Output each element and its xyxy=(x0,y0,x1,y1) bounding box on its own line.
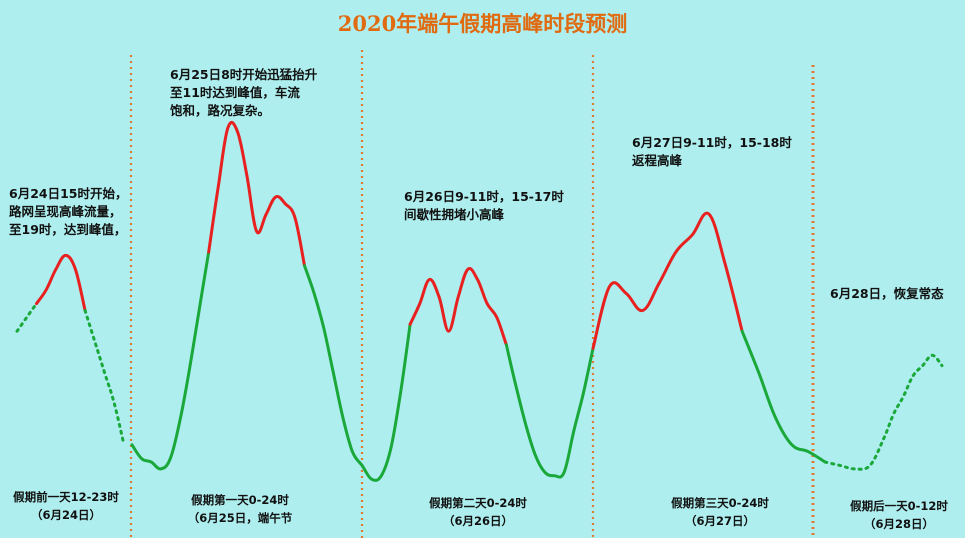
traffic-curve-segment-3-normal xyxy=(130,250,211,471)
traffic-curve-segment-8-peak xyxy=(591,211,744,350)
period-label-day2: 假期第二天0-24时 （6月26日） xyxy=(429,496,527,528)
traffic-curve-segment-1-peak xyxy=(35,253,87,312)
traffic-curve-segment-10-normal xyxy=(823,353,944,471)
annotation-jun26: 6月26日9-11时，15-17时 间歇性拥堵小高峰 xyxy=(404,189,564,222)
period-label-day3: 假期第三天0-24时 （6月27日） xyxy=(671,496,769,528)
traffic-curve-segment-4-peak xyxy=(207,120,306,268)
annotation-jun27: 6月27日9-11时，15-18时 返程高峰 xyxy=(632,135,792,168)
annotation-jun28: 6月28日，恢复常态 xyxy=(830,286,944,301)
traffic-curve-segment-5-normal xyxy=(303,264,412,482)
traffic-curve-segment-9-normal xyxy=(740,329,827,464)
period-label-post-holiday: 假期后一天0-12时 （6月28日） xyxy=(850,499,948,531)
annotation-jun24: 6月24日15时开始， 路网呈现高峰流量， 至19时，达到峰值， xyxy=(9,186,128,237)
traffic-curve-segment-6-peak xyxy=(408,267,508,347)
traffic-curve-segment-7-normal xyxy=(504,343,595,479)
chart-title: 2020年端午假期高峰时段预测 xyxy=(337,11,628,36)
traffic-curve-segment-2-normal xyxy=(83,309,126,447)
traffic-curve-segment-0-normal xyxy=(15,302,38,333)
period-label-pre-holiday: 假期前一天12-23时 （6月24日） xyxy=(13,490,119,522)
period-label-day1: 假期第一天0-24时 （6月25日，端午节 xyxy=(187,493,293,525)
annotation-jun25: 6月25日8时开始迅猛抬升 至11时达到峰值，车流 饱和，路况复杂。 xyxy=(170,67,318,118)
